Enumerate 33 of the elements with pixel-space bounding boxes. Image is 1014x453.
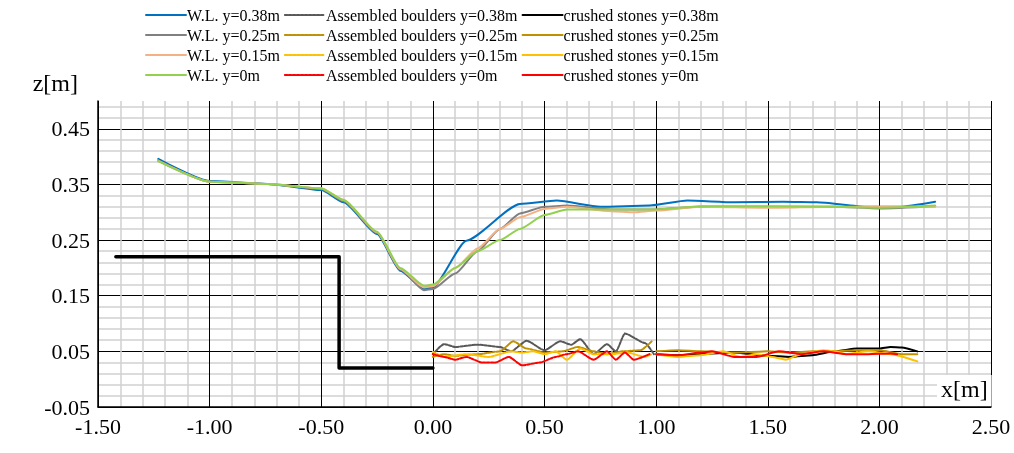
legend-label: crushed stones y=0.38m <box>563 6 720 25</box>
legend-label: W.L. y=0.25m <box>187 26 281 45</box>
line-series <box>431 350 651 367</box>
legend-label: crushed stones y=0.15m <box>563 46 720 65</box>
y-axis-title: z[m] <box>32 70 78 96</box>
y-tick-label: 0.35 <box>51 171 90 197</box>
x-tick-label: 1.50 <box>748 413 787 439</box>
legend-label: Assembled boulders y=0.15m <box>325 46 519 65</box>
y-tick-label: -0.05 <box>44 394 90 420</box>
y-tick-label: 0.15 <box>51 283 90 309</box>
line-series <box>431 347 653 361</box>
legend-label: crushed stones y=0m <box>563 66 700 85</box>
legend-label: Assembled boulders y=0.38m <box>325 6 519 25</box>
legend-label: Assembled boulders y=0.25m <box>325 26 519 45</box>
legend-label: Assembled boulders y=0m <box>325 66 499 85</box>
x-tick-label: 2.50 <box>971 413 1011 439</box>
x-tick-label: 0.50 <box>525 413 564 439</box>
line-series <box>431 332 655 356</box>
legend-label: W.L. y=0.15m <box>187 46 281 65</box>
legend-label: crushed stones y=0.25m <box>563 26 720 45</box>
y-tick-label: 0.25 <box>51 227 90 253</box>
y-tick-label: 0.05 <box>51 338 90 364</box>
y-tick-label: 0.45 <box>51 116 90 142</box>
legend-label: W.L. y=0.38m <box>187 6 281 25</box>
x-axis-title: x[m] <box>941 376 988 402</box>
x-tick-label: 2.00 <box>860 413 899 439</box>
x-tick-label: -1.00 <box>186 413 233 439</box>
legend-label: W.L. y=0m <box>187 66 261 85</box>
x-tick-label: 0.00 <box>413 413 453 439</box>
line-series <box>655 349 919 363</box>
line-series <box>431 340 653 358</box>
x-tick-label: -0.50 <box>298 413 345 439</box>
x-tick-label: 1.00 <box>636 413 676 439</box>
